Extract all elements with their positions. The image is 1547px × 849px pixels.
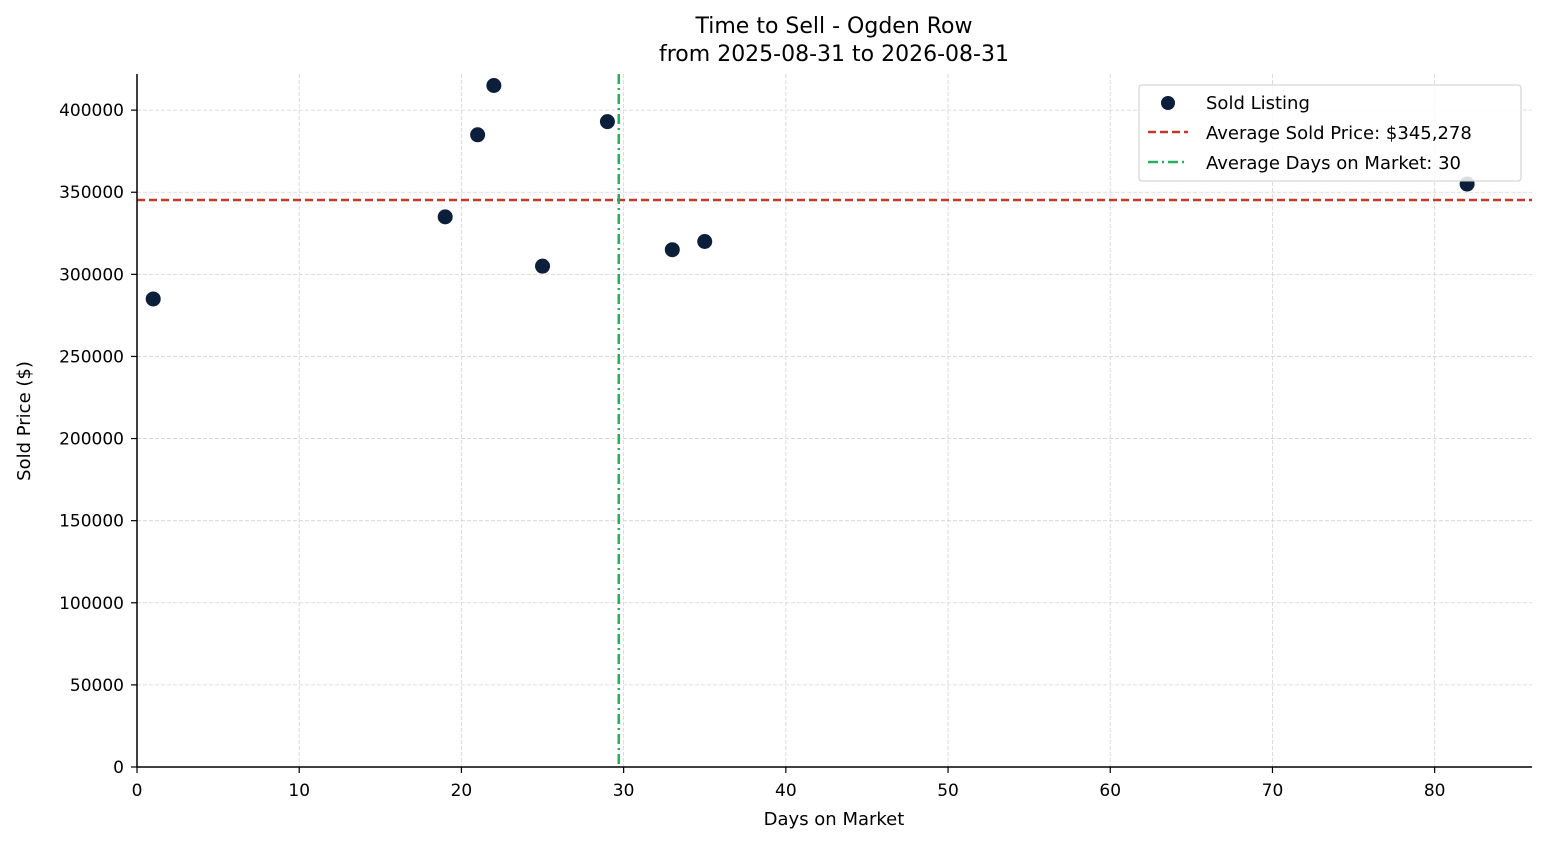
axes xyxy=(136,74,1532,768)
y-tick-label: 200000 xyxy=(59,430,124,450)
y-tick-label: 150000 xyxy=(59,512,124,532)
legend-label-sold-listing: Sold Listing xyxy=(1206,93,1310,114)
legend: Sold Listing Average Sold Price: $345,27… xyxy=(1138,84,1522,182)
y-tick-label: 0 xyxy=(113,758,124,778)
y-tick-label: 350000 xyxy=(59,183,124,203)
data-point xyxy=(470,127,486,143)
x-tick-label: 50 xyxy=(937,781,959,801)
data-point xyxy=(486,77,502,93)
data-point xyxy=(437,209,453,225)
x-axis-label: Days on Market xyxy=(764,809,905,830)
y-tick-label: 50000 xyxy=(70,676,124,696)
tick-labels: 0 10 20 30 40 50 60 70 80 0 50000 100000 150000 20000… xyxy=(59,101,1445,801)
x-tick-label: 0 xyxy=(132,781,143,801)
x-tick-label: 80 xyxy=(1424,781,1446,801)
x-tick-label: 40 xyxy=(775,781,797,801)
x-tick-label: 60 xyxy=(1099,781,1121,801)
data-point xyxy=(697,234,713,250)
x-tick-label: 10 xyxy=(288,781,310,801)
chart-subtitle: from 2025-08-31 to 2026-08-31 xyxy=(659,42,1009,67)
y-tick-label: 300000 xyxy=(59,265,124,285)
y-tick-label: 100000 xyxy=(59,594,124,614)
data-point xyxy=(535,258,551,274)
x-tick-label: 70 xyxy=(1262,781,1284,801)
y-tick-label: 250000 xyxy=(59,347,124,367)
x-tick-label: 30 xyxy=(613,781,635,801)
x-tick-label: 20 xyxy=(451,781,473,801)
legend-label-avg-price: Average Sold Price: $345,278 xyxy=(1206,123,1472,144)
data-point xyxy=(145,291,161,307)
y-tick-label: 400000 xyxy=(59,101,124,121)
reference-lines xyxy=(137,74,1532,767)
data-point xyxy=(664,242,680,258)
y-axis-label: Sold Price ($) xyxy=(14,361,35,481)
data-point xyxy=(599,114,615,130)
chart-title: Time to Sell - Ogden Row xyxy=(694,14,972,39)
legend-label-avg-days: Average Days on Market: 30 xyxy=(1206,153,1461,174)
legend-marker-sold-listing xyxy=(1161,96,1175,110)
legend-box xyxy=(1138,84,1522,182)
